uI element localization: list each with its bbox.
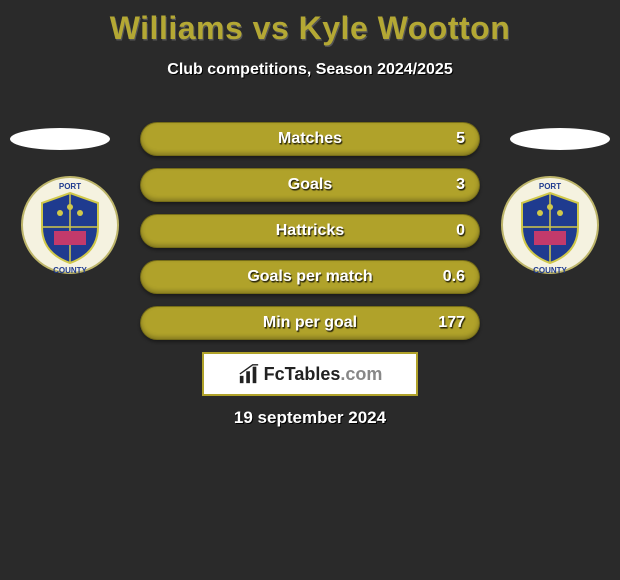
stat-bar-value-right: 177 [438, 307, 465, 339]
svg-text:COUNTY: COUNTY [533, 266, 567, 275]
logo-main: Tables [285, 364, 341, 384]
bars-icon [238, 363, 260, 385]
stat-bar-value-right: 3 [456, 169, 465, 201]
stat-bar-value-right: 0.6 [443, 261, 465, 293]
stat-bar: Matches5 [140, 122, 480, 156]
player-shadow-right [510, 128, 610, 150]
svg-text:PORT: PORT [539, 182, 561, 191]
logo-prefix: Fc [264, 364, 285, 384]
stat-bar: Hattricks0 [140, 214, 480, 248]
player-shadow-left [10, 128, 110, 150]
stat-bar-label: Matches [141, 123, 479, 155]
stat-bar: Min per goal177 [140, 306, 480, 340]
svg-text:PORT: PORT [59, 182, 81, 191]
svg-text:COUNTY: COUNTY [53, 266, 87, 275]
stat-bar-label: Min per goal [141, 307, 479, 339]
page-title: Williams vs Kyle Wootton [0, 0, 620, 47]
page-subtitle: Club competitions, Season 2024/2025 [0, 61, 620, 79]
stat-bar-value-right: 0 [456, 215, 465, 247]
logo-text: FcTables.com [264, 364, 383, 385]
stat-bars: Matches5Goals3Hattricks0Goals per match0… [140, 122, 480, 352]
date-label: 19 september 2024 [0, 408, 620, 428]
stat-bar-value-right: 5 [456, 123, 465, 155]
club-crest-right: PORT COUNTY [500, 175, 600, 275]
stat-bar: Goals3 [140, 168, 480, 202]
logo-suffix: .com [340, 364, 382, 384]
stat-bar-label: Hattricks [141, 215, 479, 247]
stat-bar: Goals per match0.6 [140, 260, 480, 294]
fctables-logo: FcTables.com [202, 352, 418, 396]
stat-bar-label: Goals per match [141, 261, 479, 293]
stat-bar-label: Goals [141, 169, 479, 201]
club-crest-left: PORT COUNTY [20, 175, 120, 275]
